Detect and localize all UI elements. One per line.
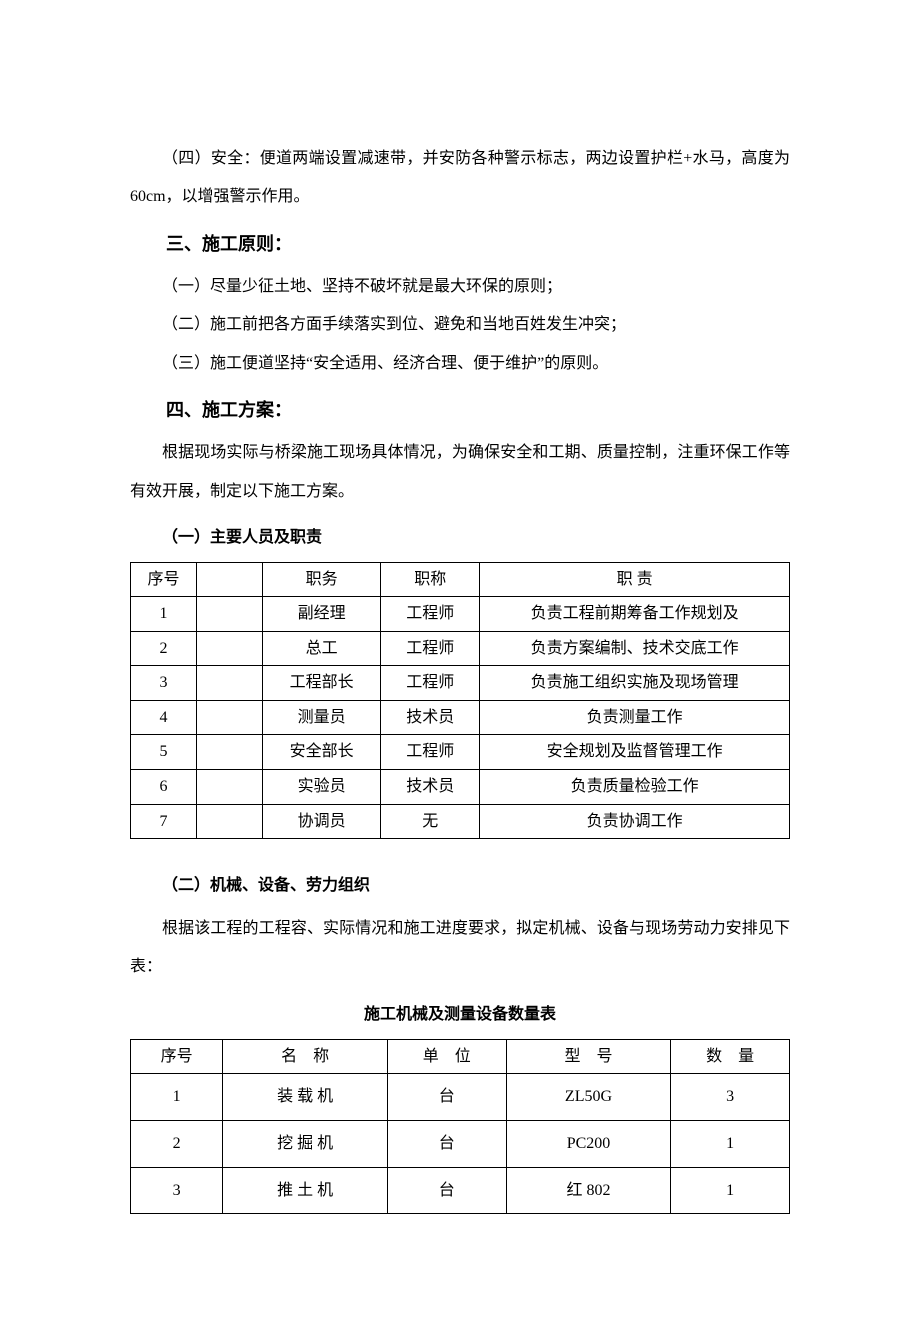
equipment-table-caption: 施工机械及测量设备数量表 [130,996,790,1034]
table-cell: 4 [131,700,197,735]
table-header-cell: 职务 [262,562,381,597]
table-cell: 技术员 [381,770,480,805]
table-cell [196,770,262,805]
table-cell [196,666,262,701]
section-4-sub2-intro: 根据该工程的工程容、实际情况和施工进度要求，拟定机械、设备与现场劳动力安排见下表… [130,910,790,987]
table-cell: 测量员 [262,700,381,735]
table-header-cell: 型 号 [506,1039,671,1074]
table-cell: ZL50G [506,1074,671,1121]
table-row: 2 总工工程师负责方案编制、技术交底工作 [131,631,790,666]
table-cell: 技术员 [381,700,480,735]
section-3-item-2: （二）施工前把各方面手续落实到位、避免和当地百姓发生冲突； [130,306,790,344]
table-cell: 挖 掘 机 [223,1121,388,1168]
table-cell [196,597,262,632]
table-row: 1装 载 机台ZL50G3 [131,1074,790,1121]
table-cell: 工程师 [381,631,480,666]
table-cell: 6 [131,770,197,805]
table-row: 3推 土 机台红 8021 [131,1167,790,1214]
section-4-sub2-heading: （二）机械、设备、劳力组织 [130,867,790,905]
section-3-heading: 三、施工原则： [130,223,790,266]
table-cell: 协调员 [262,804,381,839]
table-row: 4 测量员技术员负责测量工作 [131,700,790,735]
table-cell: 台 [388,1167,507,1214]
table-row: 7 协调员无负责协调工作 [131,804,790,839]
table-cell: 安全规划及监督管理工作 [480,735,790,770]
table-row: 3 工程部长工程师负责施工组织实施及现场管理 [131,666,790,701]
table-cell: 总工 [262,631,381,666]
table-cell: 安全部长 [262,735,381,770]
table-cell: 1 [671,1167,790,1214]
table-header-cell: 序号 [131,1039,223,1074]
table-cell: 装 载 机 [223,1074,388,1121]
table-cell: 7 [131,804,197,839]
section-4-heading: 四、施工方案： [130,389,790,432]
table-header-cell: 数 量 [671,1039,790,1074]
table-header-cell: 职称 [381,562,480,597]
table-cell: 负责工程前期筹备工作规划及 [480,597,790,632]
table-cell: 红 802 [506,1167,671,1214]
equipment-table: 序号名 称单 位型 号数 量 1装 载 机台ZL50G32挖 掘 机台PC200… [130,1039,790,1214]
table-row: 1 副经理工程师负责工程前期筹备工作规划及 [131,597,790,632]
section-4-sub1-heading: （一）主要人员及职责 [130,519,790,557]
table-cell: 负责协调工作 [480,804,790,839]
table-cell: 3 [131,666,197,701]
table-row: 6 实验员技术员负责质量检验工作 [131,770,790,805]
table-cell: PC200 [506,1121,671,1168]
table-cell: 负责方案编制、技术交底工作 [480,631,790,666]
table-header-cell: 单 位 [388,1039,507,1074]
table-cell: 工程师 [381,735,480,770]
table-cell: 台 [388,1121,507,1168]
table-cell: 实验员 [262,770,381,805]
table-cell: 1 [131,1074,223,1121]
table-header-row: 序号 职务职称职 责 [131,562,790,597]
table-header-cell: 名 称 [223,1039,388,1074]
table-row: 5 安全部长工程师安全规划及监督管理工作 [131,735,790,770]
table-cell: 无 [381,804,480,839]
table-cell: 工程师 [381,666,480,701]
personnel-table: 序号职务职称职 责 1副经理工程师负责工程前期筹备工作规划及2总工工程师负责方案… [130,562,790,840]
table-cell: 1 [671,1121,790,1168]
table-cell: 推 土 机 [223,1167,388,1214]
table-cell: 副经理 [262,597,381,632]
table-cell: 3 [671,1074,790,1121]
table-cell: 2 [131,1121,223,1168]
table-header-cell: 序号 [131,562,197,597]
table-cell: 3 [131,1167,223,1214]
table-cell [196,631,262,666]
table-header-row: 序号名 称单 位型 号数 量 [131,1039,790,1074]
table-cell: 工程部长 [262,666,381,701]
table-cell: 2 [131,631,197,666]
table-cell: 负责施工组织实施及现场管理 [480,666,790,701]
document-page: （四）安全：便道两端设置减速带，并安防各种警示标志，两边设置护栏+水马，高度为 … [0,0,920,1324]
table-header-cell [196,562,262,597]
section-3-item-1: （一）尽量少征土地、坚持不破坏就是最大环保的原则； [130,268,790,306]
table-cell: 负责测量工作 [480,700,790,735]
table-cell [196,735,262,770]
section-4-intro: 根据现场实际与桥梁施工现场具体情况，为确保安全和工期、质量控制，注重环保工作等有… [130,434,790,511]
table-cell [196,700,262,735]
table-cell [196,804,262,839]
para-safety: （四）安全：便道两端设置减速带，并安防各种警示标志，两边设置护栏+水马，高度为 … [130,140,790,217]
table-header-cell: 职 责 [480,562,790,597]
table-cell: 负责质量检验工作 [480,770,790,805]
table-cell: 工程师 [381,597,480,632]
table-cell: 1 [131,597,197,632]
table-cell: 5 [131,735,197,770]
table-row: 2挖 掘 机台PC2001 [131,1121,790,1168]
table-cell: 台 [388,1074,507,1121]
section-3-item-3: （三）施工便道坚持“安全适用、经济合理、便于维护”的原则。 [130,345,790,383]
